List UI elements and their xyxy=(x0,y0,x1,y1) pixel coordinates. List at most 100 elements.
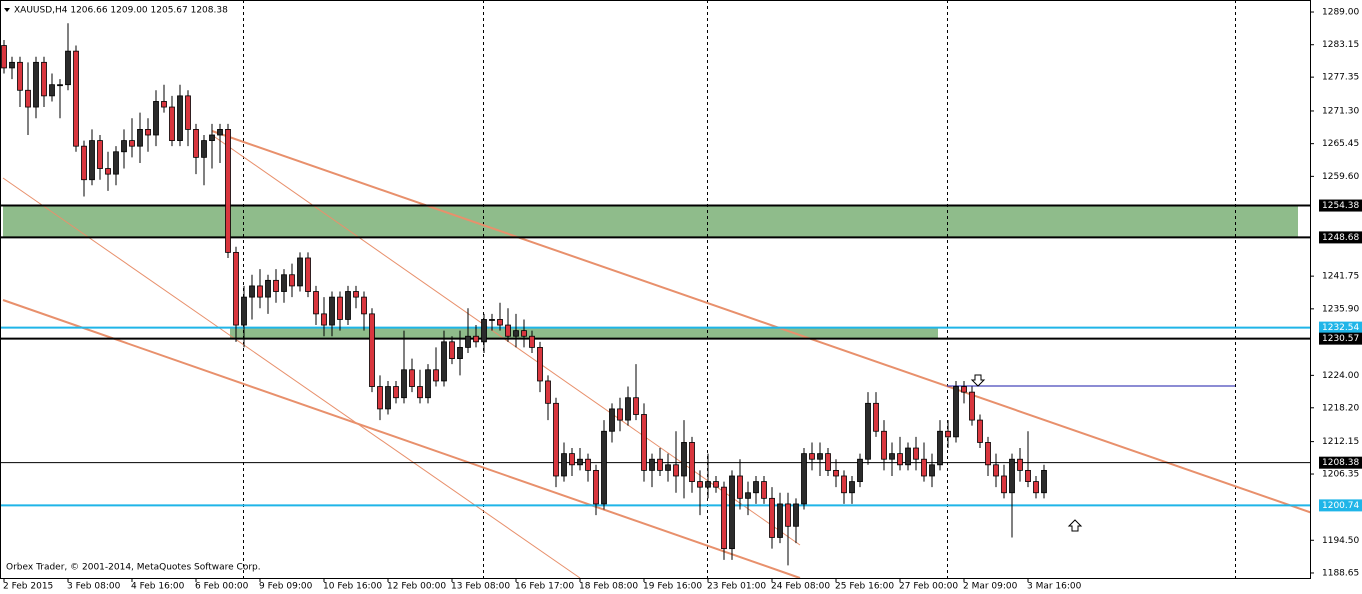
candle-down xyxy=(25,89,31,108)
candle-down xyxy=(369,313,375,387)
candle-up xyxy=(753,481,759,494)
y-tick-label: 1218.20 xyxy=(1322,403,1359,413)
candle-down xyxy=(769,497,775,538)
candle-down xyxy=(81,145,87,181)
candle-down xyxy=(305,257,311,292)
candle-down xyxy=(473,335,479,343)
candle-up xyxy=(513,330,519,337)
y-tick-label: 1241.75 xyxy=(1322,272,1359,282)
candle-down xyxy=(633,397,639,415)
y-tick-label: 1194.50 xyxy=(1322,536,1359,546)
price-level-label: 1208.38 xyxy=(1322,458,1359,468)
candle-up xyxy=(577,458,583,466)
candle-down xyxy=(585,458,591,471)
candle-down xyxy=(449,341,455,359)
plot-frame xyxy=(0,0,1311,579)
candle-down xyxy=(689,442,695,482)
candle-down xyxy=(417,386,423,399)
candle-down xyxy=(641,414,647,471)
candle-up xyxy=(137,129,143,147)
candle-down xyxy=(353,291,359,298)
candle-up xyxy=(425,369,431,399)
candle-up xyxy=(705,481,711,488)
candle-up xyxy=(65,50,71,86)
candle-down xyxy=(289,274,295,287)
down-arrow xyxy=(970,374,986,387)
candle-down xyxy=(1,45,7,69)
candle-down xyxy=(521,330,527,337)
candle-down xyxy=(833,469,839,477)
candle-up xyxy=(793,503,799,527)
candle-up xyxy=(33,61,39,108)
candle-up xyxy=(9,61,15,69)
candle-down xyxy=(129,140,135,147)
candle-down xyxy=(17,61,23,91)
candle-down xyxy=(257,285,263,298)
candle-down xyxy=(185,95,191,130)
x-tick-label: 2 Mar 09:00 xyxy=(963,582,1018,592)
y-tick-label: 1224.00 xyxy=(1322,371,1359,381)
candle-up xyxy=(481,319,487,343)
up-arrow xyxy=(1067,519,1083,532)
candle-up xyxy=(929,464,935,477)
candle-up xyxy=(889,453,895,460)
candle-down xyxy=(977,419,983,443)
candle-down xyxy=(529,335,535,348)
candle-down xyxy=(361,296,367,315)
candle-down xyxy=(505,324,511,337)
x-tick-label: 12 Feb 00:00 xyxy=(387,582,446,592)
y-tick-label: 1259.60 xyxy=(1322,172,1359,182)
candle-down xyxy=(73,50,79,147)
candle-down xyxy=(737,475,743,499)
candle-up xyxy=(937,430,943,466)
candle-down xyxy=(673,464,679,477)
x-tick-label: 27 Feb 00:00 xyxy=(899,582,958,592)
zone xyxy=(230,327,938,339)
candle-up xyxy=(953,386,959,438)
candle-up xyxy=(649,458,655,471)
candle-down xyxy=(657,458,663,471)
candle-down xyxy=(993,464,999,477)
candle-up xyxy=(601,430,607,505)
candle-up xyxy=(465,335,471,348)
price-level-label: 1254.38 xyxy=(1322,201,1359,211)
candle-down xyxy=(193,129,199,158)
candle-down xyxy=(913,447,919,460)
candle-up xyxy=(609,408,615,432)
x-tick-label: 16 Feb 17:00 xyxy=(515,582,574,592)
candle-up xyxy=(777,503,783,538)
candle-down xyxy=(409,369,415,387)
candle-down xyxy=(313,291,319,315)
price-level-label: 1200.74 xyxy=(1322,501,1359,511)
candle-up xyxy=(625,397,631,421)
x-tick-label: 25 Feb 16:00 xyxy=(835,582,894,592)
candle-down xyxy=(809,453,815,460)
candle-down xyxy=(593,469,599,505)
x-tick-label: 18 Feb 08:00 xyxy=(579,582,638,592)
candle-up xyxy=(401,369,407,399)
x-tick-label: 23 Feb 01:00 xyxy=(707,582,766,592)
candle-up xyxy=(297,257,303,287)
candle-up xyxy=(201,140,207,158)
candle-down xyxy=(985,442,991,466)
candle-up xyxy=(1041,469,1047,494)
x-tick-label: 24 Feb 08:00 xyxy=(771,582,830,592)
candle-up xyxy=(865,402,871,460)
candle-up xyxy=(385,386,391,410)
candle-up xyxy=(209,134,215,141)
candle-down xyxy=(1033,481,1039,494)
x-tick-label: 19 Feb 16:00 xyxy=(643,582,702,592)
y-tick-label: 1265.45 xyxy=(1322,139,1359,149)
price-level-box xyxy=(1319,499,1362,512)
candle-down xyxy=(545,380,551,404)
candle-down xyxy=(785,503,791,527)
candle-up xyxy=(89,140,95,181)
candle-down xyxy=(233,251,239,326)
x-tick-label: 6 Feb 00:00 xyxy=(195,582,249,592)
candle-down xyxy=(873,402,879,432)
candle-down xyxy=(617,408,623,421)
candle-down xyxy=(697,481,703,488)
candle-down xyxy=(497,319,503,326)
x-tick-label: 9 Feb 09:00 xyxy=(259,582,313,592)
